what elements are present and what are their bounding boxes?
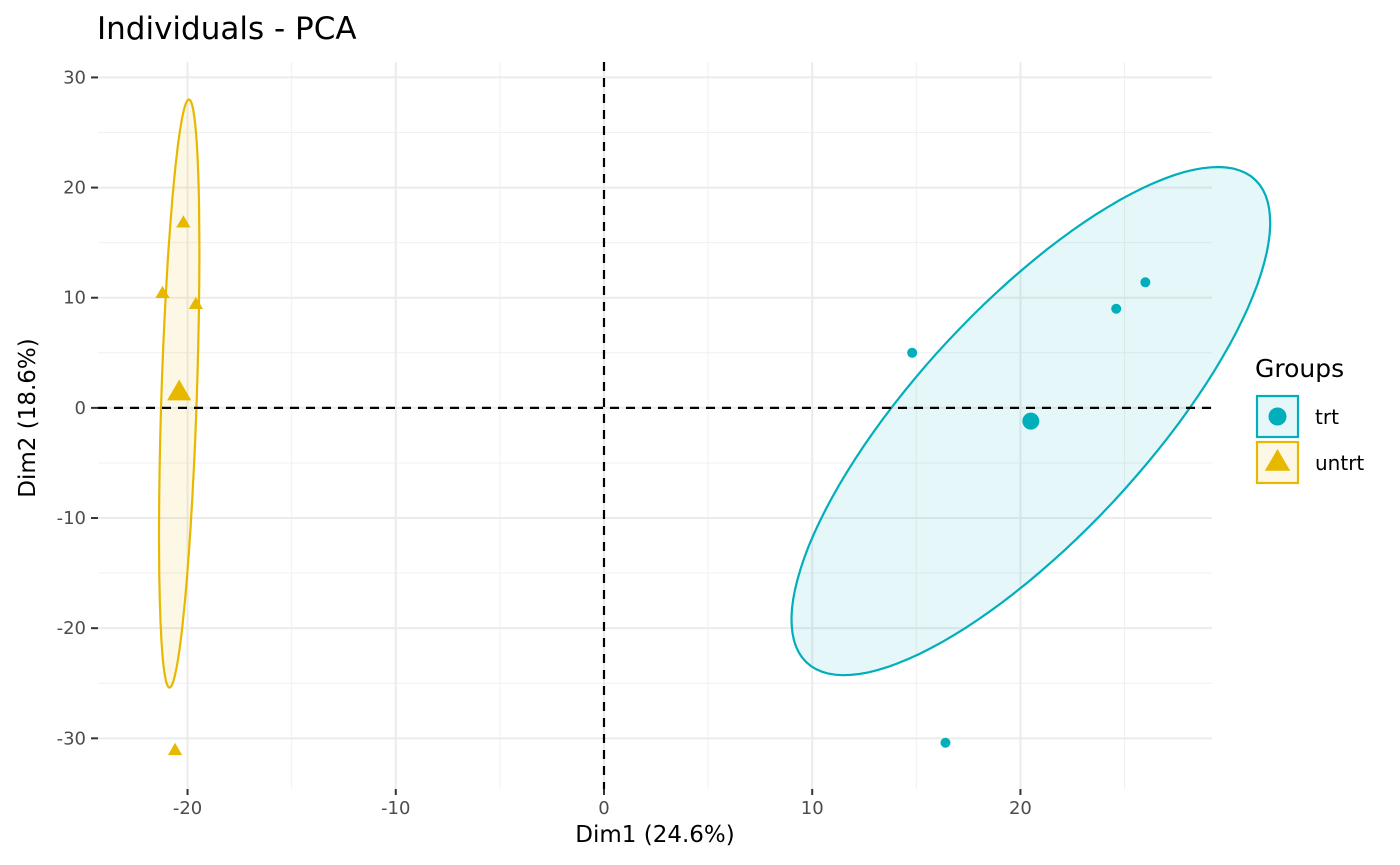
y-tick-label: 20 (63, 178, 86, 199)
point-trt (940, 737, 951, 748)
x-tick-label: 20 (1009, 798, 1032, 819)
legend-label-untrt: untrt (1315, 451, 1364, 475)
point-untrt (188, 296, 203, 309)
x-tick-label: -20 (173, 798, 202, 819)
point-untrt (167, 742, 183, 756)
legend-title: Groups (1255, 354, 1344, 383)
data-points (155, 215, 1151, 756)
y-tick-label: -10 (57, 508, 86, 529)
x-tick-label: 10 (801, 798, 824, 819)
x-tick-label: -10 (381, 798, 410, 819)
point-trt (1140, 277, 1151, 288)
point-trt (907, 347, 918, 358)
y-tick-label: -20 (57, 618, 86, 639)
x-tick-label: 0 (598, 798, 609, 819)
centroid-trt (1022, 412, 1040, 430)
y-tick-label: 0 (75, 398, 86, 419)
legend: Groups trt untrt (1255, 354, 1364, 485)
axes: -20 -10 0 10 20 -30 -20 -10 0 10 20 30 (57, 67, 1032, 819)
legend-marker-untrt (1264, 449, 1291, 471)
legend-marker-trt (1268, 407, 1287, 426)
x-axis-title: Dim1 (24.6%) (575, 822, 734, 848)
chart-title: Individuals - PCA (97, 11, 357, 47)
centroid-untrt (167, 379, 192, 401)
reference-lines (98, 62, 1212, 789)
point-untrt (155, 285, 170, 298)
grid-minor (98, 62, 1212, 789)
grid-major (98, 62, 1212, 789)
y-tick-label: 30 (63, 67, 86, 88)
y-tick-label: 10 (63, 288, 86, 309)
point-untrt (176, 215, 191, 228)
legend-label-trt: trt (1315, 405, 1339, 429)
y-tick-label: -30 (57, 728, 86, 749)
y-axis-title: Dim2 (18.6%) (15, 338, 41, 497)
point-trt (1111, 303, 1122, 314)
